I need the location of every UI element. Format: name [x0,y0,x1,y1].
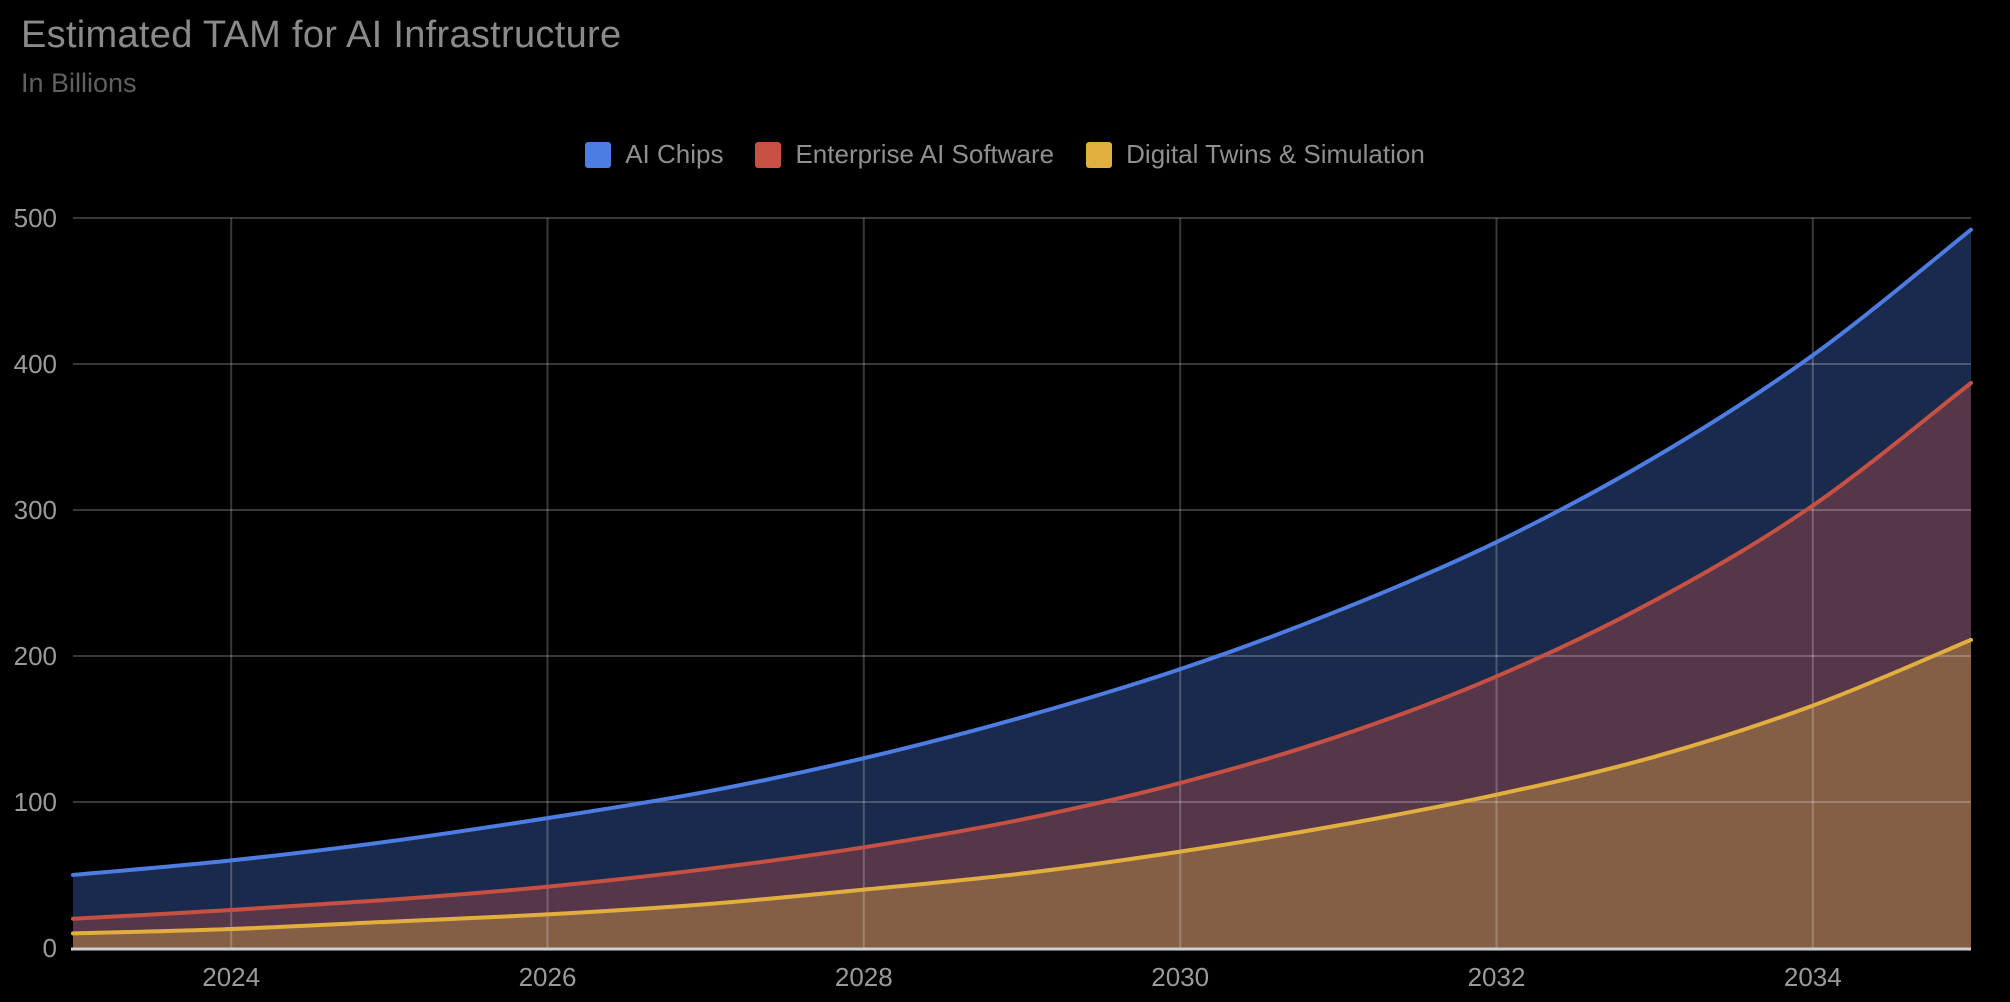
area-fill-digital-twins-simulation [73,639,1971,948]
x-tick-label-2030: 2030 [1151,962,1209,992]
y-tick-label-0: 0 [43,933,57,963]
legend-label: Enterprise AI Software [795,139,1055,169]
legend-swatch-digital-twins-simulation [1086,141,1113,168]
legend-swatch-ai-chips [585,141,612,168]
legend: AI Chips Enterprise AI Software Digital Tw… [0,139,2010,170]
x-tick-label-2032: 2032 [1468,962,1526,992]
y-tick-label-200: 200 [14,641,57,671]
legend-item-digital-twins-simulation[interactable]: Digital Twins & Simulation [1086,139,1425,170]
series-line-digital-twins-simulation [71,637,1973,936]
chart-title: Estimated TAM for AI Infrastructure [21,14,622,56]
series-line-enterprise-ai-software [71,381,1973,921]
legend-label: AI Chips [625,139,724,169]
y-tick-label-500: 500 [14,203,57,233]
area-fill-enterprise-ai-software [73,383,1971,948]
chart-subtitle: In Billions [21,68,137,98]
x-tick-label-2024: 2024 [202,962,260,992]
area-fill-ai-chips [73,229,1971,948]
x-tick-label-2034: 2034 [1784,962,1842,992]
y-tick-label-400: 400 [14,349,57,379]
x-tick-label-2026: 2026 [519,962,577,992]
y-tick-label-100: 100 [14,787,57,817]
chart-header: Estimated TAM for AI Infrastructure In B… [21,14,621,99]
legend-label: Digital Twins & Simulation [1126,139,1425,169]
y-tick-label-300: 300 [14,495,57,525]
legend-item-ai-chips[interactable]: AI Chips [585,139,723,170]
legend-swatch-enterprise-ai-software [755,141,782,168]
x-tick-label-2028: 2028 [835,962,893,992]
legend-item-enterprise-ai-software[interactable]: Enterprise AI Software [755,139,1054,170]
series-line-ai-chips [71,227,1973,877]
